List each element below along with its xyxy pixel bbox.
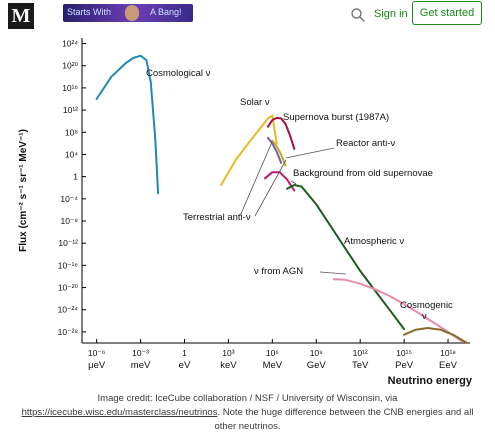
- chart-axes: 10²⁴ 10²⁰ 10¹⁶ 10¹² 10⁸ 10⁴ 1 10⁻⁴ 10⁻⁸ 10⁻¹² 10⁻¹…: [18, 38, 473, 387]
- x-axis-label: Neutrino energy: [388, 375, 473, 387]
- series-line-4: [266, 136, 283, 164]
- chart-annotations: Cosmological ν Solar ν Supernova burst (19…: [146, 68, 453, 322]
- y-tick-label: 10¹⁶: [62, 83, 78, 93]
- y-tick-label: 10⁻²⁴: [58, 305, 79, 315]
- banner-right-text: A Bang!: [150, 7, 182, 17]
- series-line-0: [95, 54, 160, 195]
- y-tick-label: 10⁻²⁸: [58, 327, 79, 337]
- x-tick-unit: μeV: [88, 360, 106, 371]
- series-line-3: [271, 139, 287, 167]
- x-tick-unit: keV: [220, 360, 237, 371]
- y-tick-label: 10²⁴: [62, 39, 78, 49]
- x-tick-label: 10¹²: [353, 348, 368, 358]
- y-tick-label: 10⁴: [65, 149, 78, 159]
- annotation-label: Supernova burst (1987A): [283, 112, 389, 123]
- x-tick-unit: eV: [179, 360, 191, 371]
- banner-left-text: Starts With: [67, 7, 112, 17]
- x-tick-unit: meV: [131, 360, 151, 371]
- series-line-2: [266, 116, 296, 150]
- sign-in-link[interactable]: Sign in: [374, 8, 408, 20]
- y-axis-label: Flux (cm⁻² s⁻¹ sr⁻¹ MeV⁻¹): [18, 129, 29, 252]
- y-tick-label: 10⁻¹²: [58, 238, 78, 248]
- get-started-button[interactable]: Get started: [412, 1, 482, 25]
- series-line-7: [332, 278, 464, 343]
- top-bar: M Starts With A Bang! Sign in Get starte…: [0, 0, 495, 32]
- y-tick-label: 1: [73, 172, 78, 182]
- x-tick-label: 10⁶: [266, 348, 279, 358]
- neutrino-flux-chart: 10²⁴ 10²⁰ 10¹⁶ 10¹² 10⁸ 10⁴ 1 10⁻⁴ 10⁻⁸ 10⁻¹² 10⁻¹…: [18, 38, 473, 387]
- x-tick-unit: PeV: [395, 360, 414, 371]
- annotation-label: Cosmological ν: [146, 68, 211, 79]
- leader-line: [239, 141, 273, 217]
- y-tick-label: 10²⁰: [62, 61, 78, 71]
- x-tick-label: 10⁻³: [132, 348, 149, 358]
- x-tick-label: 10⁹: [310, 348, 323, 358]
- leader-line: [285, 147, 335, 159]
- y-tick-label: 10⁻²⁰: [58, 283, 79, 293]
- publication-banner[interactable]: Starts With A Bang!: [63, 4, 193, 22]
- leader-line: [290, 180, 297, 185]
- x-tick-unit: TeV: [352, 360, 369, 371]
- leader-line: [254, 159, 287, 217]
- x-tick-label: 10³: [222, 348, 234, 358]
- x-tick-unit: GeV: [307, 360, 327, 371]
- caption-link[interactable]: https://icecube.wisc.edu/masterclass/neu…: [21, 407, 218, 418]
- series-line-8: [403, 327, 469, 344]
- series-line-1: [220, 114, 278, 186]
- caption-note: . Note the huge difference between the C…: [214, 407, 474, 432]
- annotation-label: ν from AGN: [254, 266, 303, 277]
- x-tick-label: 10¹⁵: [396, 348, 412, 358]
- annotation-label-cont: ν: [422, 311, 427, 322]
- caption-credit: Image credit: IceCube collaboration / NS…: [97, 393, 398, 404]
- banner-avatar-image: [125, 5, 139, 21]
- y-tick-label: 10¹²: [63, 105, 78, 115]
- leader-line: [319, 271, 347, 275]
- annotation-label: Cosmogenic: [400, 300, 453, 311]
- x-tick-label: 1: [182, 348, 187, 358]
- y-tick-label: 10⁸: [65, 127, 78, 137]
- x-tick-label: 10⁻⁶: [88, 348, 105, 358]
- series-line-6: [286, 184, 406, 331]
- annotation-label: Background from old supernovae: [293, 168, 433, 179]
- y-tick-label: 10⁻¹⁶: [58, 260, 78, 270]
- annotation-label: Reactor anti-ν: [336, 138, 395, 149]
- annotation-label: Terrestrial anti-ν: [183, 212, 251, 223]
- search-icon[interactable]: [350, 7, 366, 23]
- annotation-label: Solar ν: [240, 97, 270, 108]
- image-caption: Image credit: IceCube collaboration / NS…: [20, 392, 475, 434]
- annotation-label: Atmospheric ν: [344, 236, 404, 247]
- x-tick-label: 10¹⁸: [440, 348, 456, 358]
- x-tick-unit: EeV: [439, 360, 458, 371]
- medium-logo[interactable]: M: [8, 3, 34, 29]
- y-tick-label: 10⁻⁸: [60, 216, 78, 226]
- y-tick-label: 10⁻⁴: [60, 194, 78, 204]
- x-tick-unit: MeV: [263, 360, 283, 371]
